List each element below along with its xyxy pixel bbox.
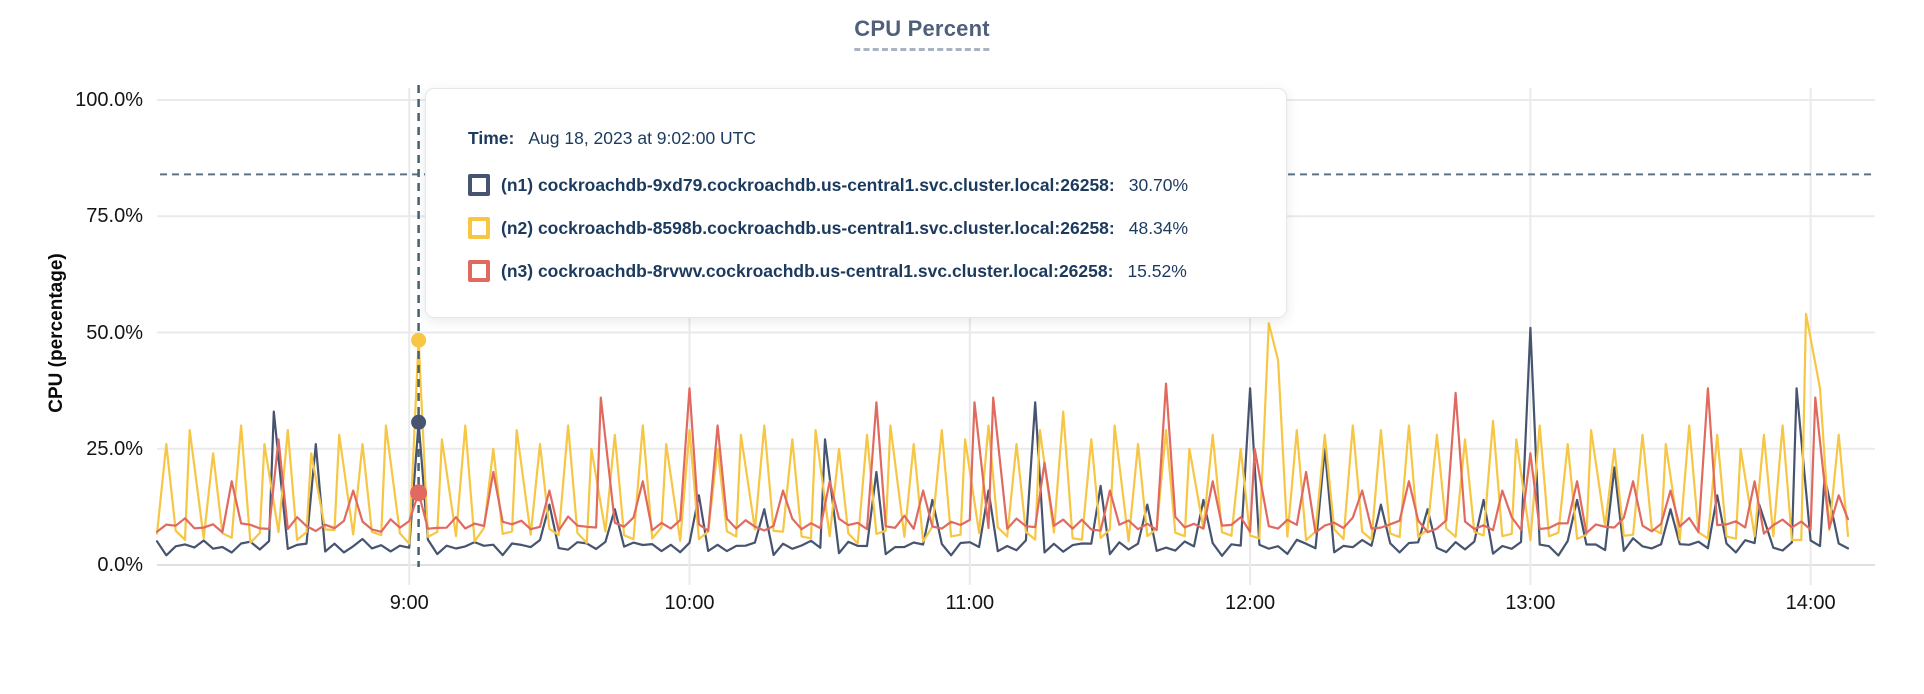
series-legend-swatch-icon xyxy=(468,260,490,282)
x-tick-label: 14:00 xyxy=(1785,592,1836,614)
chart-title-underline xyxy=(854,48,990,51)
tooltip-series-value: 48.34% xyxy=(1128,217,1189,238)
series-line-n3 xyxy=(155,382,1850,535)
hover-point-n2 xyxy=(411,332,427,348)
hover-tooltip: Time: Aug 18, 2023 at 9:02:00 UTC (n1) c… xyxy=(425,88,1287,318)
tooltip-time-row: Time: Aug 18, 2023 at 9:02:00 UTC xyxy=(468,125,1286,151)
series-legend-swatch-icon xyxy=(468,217,490,239)
tooltip-series-rows: (n1) cockroachdb-9xd79.cockroachdb.us-ce… xyxy=(468,172,1286,284)
x-tick-label: 9:00 xyxy=(389,592,429,614)
tooltip-series-row: (n1) cockroachdb-9xd79.cockroachdb.us-ce… xyxy=(468,172,1286,198)
x-tick-label: 10:00 xyxy=(664,592,715,614)
y-tick-label: 50.0% xyxy=(86,321,143,344)
series-legend-swatch-icon xyxy=(468,174,490,196)
tooltip-series-label: (n2) cockroachdb-8598b.cockroachdb.us-ce… xyxy=(501,217,1115,238)
x-tick-label: 13:00 xyxy=(1505,592,1556,614)
tooltip-time-value: Aug 18, 2023 at 9:02:00 UTC xyxy=(528,127,757,148)
series-line-n1 xyxy=(155,326,1850,557)
x-tick-label: 11:00 xyxy=(945,592,995,614)
x-tick-label: 12:00 xyxy=(1225,592,1276,614)
y-tick-label: 100.0% xyxy=(75,89,143,111)
hover-point-n1 xyxy=(411,414,427,430)
y-tick-label: 25.0% xyxy=(86,437,143,460)
y-tick-label: 0.0% xyxy=(97,554,143,576)
tooltip-series-row: (n3) cockroachdb-8rvwv.cockroachdb.us-ce… xyxy=(468,258,1286,284)
hover-point-n3 xyxy=(410,484,428,502)
chart-title: CPU Percent xyxy=(854,16,990,41)
tooltip-series-value: 30.70% xyxy=(1128,174,1189,195)
y-tick-label: 75.0% xyxy=(86,205,143,228)
chart-title-wrap: CPU Percent xyxy=(854,16,990,51)
tooltip-series-label: (n3) cockroachdb-8rvwv.cockroachdb.us-ce… xyxy=(501,260,1114,281)
tooltip-series-value: 15.52% xyxy=(1127,260,1187,281)
tooltip-series-row: (n2) cockroachdb-8598b.cockroachdb.us-ce… xyxy=(468,215,1286,241)
series-line-n2 xyxy=(155,312,1850,545)
tooltip-series-label: (n1) cockroachdb-9xd79.cockroachdb.us-ce… xyxy=(501,174,1115,195)
tooltip-time-label: Time: xyxy=(468,127,515,148)
